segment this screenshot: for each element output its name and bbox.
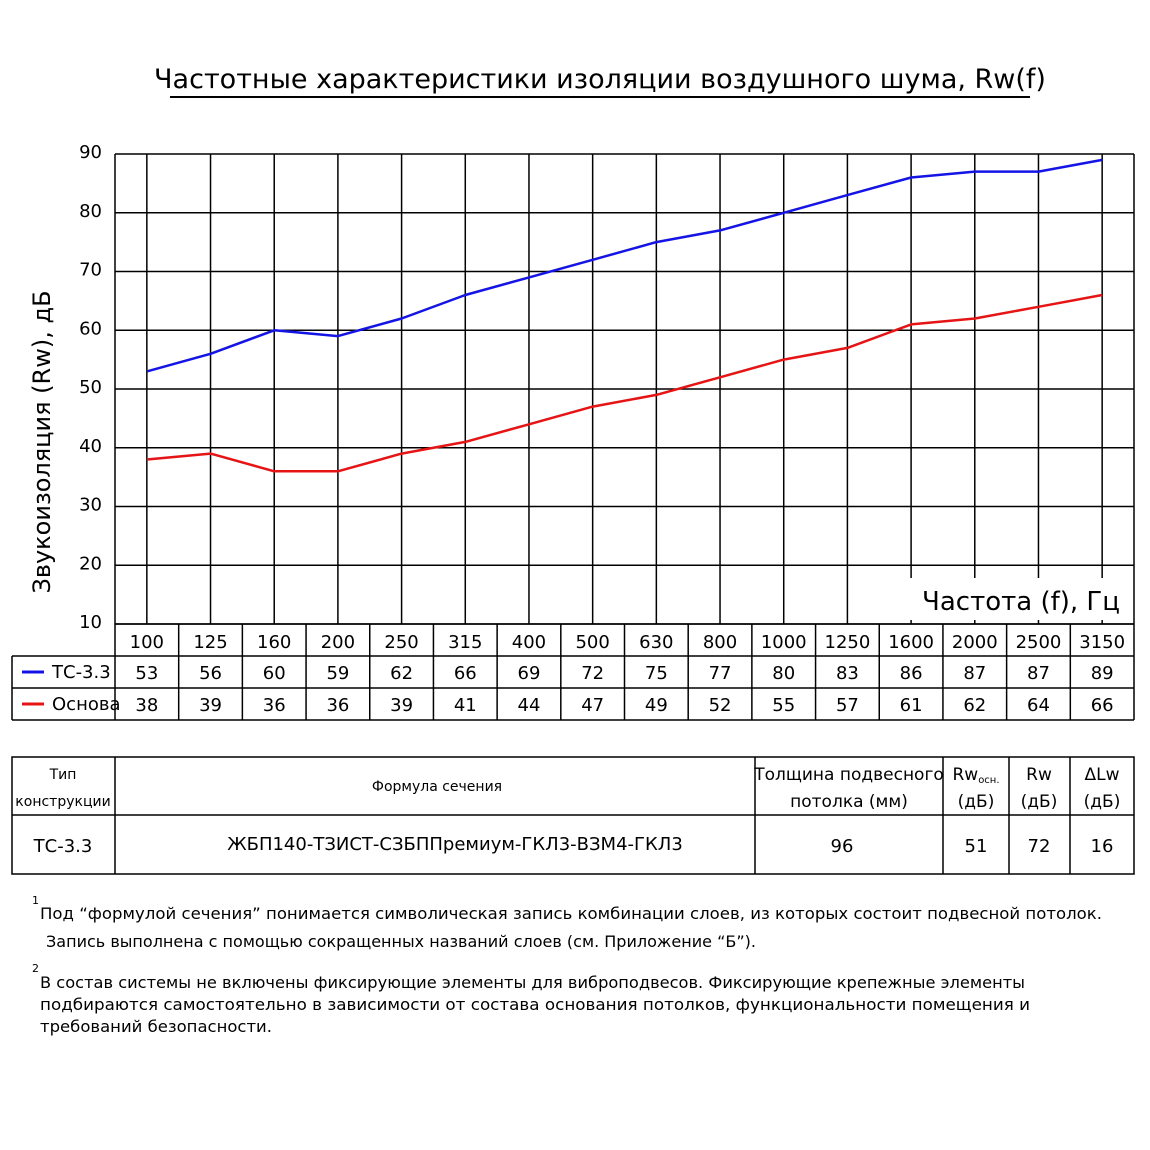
row-rw-base: 51: [965, 836, 988, 857]
x-tick-label: 630: [639, 632, 673, 653]
data-label: 66: [1091, 695, 1114, 716]
spec-table: Тип конструкции Формула сечения Толщина …: [11, 756, 1135, 875]
x-tick-label: 100: [130, 632, 164, 653]
data-label: 53: [135, 663, 158, 684]
data-label: 62: [390, 663, 413, 684]
legend-label-2: Основа: [52, 694, 120, 715]
x-tick-label: 200: [321, 632, 355, 653]
footnotes: 1 Под “формулой сечения” понимается симв…: [32, 894, 1102, 1036]
y-axis-label: Звукоизоляция (Rw), дБ: [28, 290, 56, 593]
data-label: 39: [390, 695, 413, 716]
row-thickness: 96: [831, 836, 854, 857]
data-label: 89: [1091, 663, 1114, 684]
y-tick-label: 70: [79, 260, 102, 281]
y-tick-label: 30: [79, 495, 102, 516]
header-type-line2: конструкции: [15, 794, 110, 810]
header-type-line1: Тип: [49, 767, 77, 783]
y-tick-label: 90: [79, 142, 102, 163]
data-label: 55: [772, 695, 795, 716]
header-thickness-line1: Толщина подвесного: [753, 765, 944, 785]
y-tick-label: 20: [79, 553, 102, 574]
x-tick-label: 125: [193, 632, 227, 653]
footnote-1-mark: 1: [32, 894, 39, 907]
data-label: 47: [581, 695, 604, 716]
grid: [114, 153, 1135, 720]
x-tick-label: 2500: [1016, 632, 1062, 653]
data-label: 77: [709, 663, 732, 684]
data-label: 57: [836, 695, 859, 716]
data-label: 80: [772, 663, 795, 684]
data-label: 75: [645, 663, 668, 684]
footnote-1-line1: Под “формулой сечения” понимается символ…: [40, 904, 1102, 923]
x-tick-label: 400: [512, 632, 546, 653]
data-label: 60: [263, 663, 286, 684]
footnote-1-line2: Запись выполнена с помощью сокращенных н…: [46, 932, 756, 951]
series: [146, 158, 1103, 473]
header-rw-base: Rwосн.: [952, 765, 999, 786]
data-label: 38: [135, 695, 158, 716]
data-label: 52: [709, 695, 732, 716]
y-tick-label: 80: [79, 201, 102, 222]
x-axis-label: Частота (f), Гц: [922, 587, 1120, 617]
x-tick-label: 500: [575, 632, 609, 653]
x-tick-label: 160: [257, 632, 291, 653]
y-tick-labels: 10 20 30 40 50 60 70 80 90: [79, 142, 102, 633]
series-line-1: [146, 158, 1103, 373]
data-label: 87: [1027, 663, 1050, 684]
header-rw-base-unit: (дБ): [958, 792, 995, 812]
y-tick-label: 60: [79, 318, 102, 339]
row-rw: 72: [1028, 836, 1051, 857]
header-rw-unit: (дБ): [1021, 792, 1058, 812]
y-tick-label: 50: [79, 377, 102, 398]
x-axis-label-bg: [910, 578, 1124, 620]
x-tick-label: 315: [448, 632, 482, 653]
data-label: 49: [645, 695, 668, 716]
data-label: 44: [518, 695, 541, 716]
data-label: 64: [1027, 695, 1050, 716]
y-tick-label: 10: [79, 612, 102, 633]
x-tick-label: 800: [703, 632, 737, 653]
row-formula: ЖБП140-ТЗИСТ-СЗБППремиум-ГКЛ3-ВЗМ4-ГКЛ3: [227, 834, 683, 855]
data-label: 41: [454, 695, 477, 716]
footnote-2-line2: подбираются самостоятельно в зависимости…: [40, 995, 1030, 1014]
header-formula: Формула сечения: [372, 779, 502, 795]
header-delta: ΔLw: [1084, 765, 1119, 785]
x-tick-label: 2000: [952, 632, 998, 653]
footnote-2-line1: В состав системы не включены фиксирующие…: [40, 973, 1025, 992]
data-label: 83: [836, 663, 859, 684]
data-label: 87: [963, 663, 986, 684]
data-label: 39: [199, 695, 222, 716]
data-label: 56: [199, 663, 222, 684]
data-table: 100 125 160 200 250 315 400 500 630 800 1000 1250 16…: [11, 623, 1134, 721]
x-tick-label: 1000: [761, 632, 807, 653]
y-tick-label: 40: [79, 436, 102, 457]
data-label: 69: [518, 663, 541, 684]
x-tick-label: 3150: [1079, 632, 1125, 653]
x-tick-label: 1600: [888, 632, 934, 653]
data-label: 36: [263, 695, 286, 716]
series-line-2: [146, 293, 1103, 473]
data-label: 86: [900, 663, 923, 684]
data-label: 72: [581, 663, 604, 684]
footnote-2-mark: 2: [32, 962, 39, 975]
legend-label-1: ТС-3.3: [51, 662, 111, 683]
row-type: ТС-3.3: [33, 836, 93, 857]
data-label: 62: [963, 695, 986, 716]
data-label: 66: [454, 663, 477, 684]
header-thickness-line2: потолка (мм): [790, 792, 908, 812]
chart-title: Частотные характеристики изоляции воздуш…: [154, 64, 1046, 95]
footnote-2-line3: требований безопасности.: [40, 1017, 272, 1036]
data-label: 36: [326, 695, 349, 716]
data-label: 61: [900, 695, 923, 716]
header-rw: Rw: [1026, 765, 1052, 785]
header-delta-unit: (дБ): [1084, 792, 1121, 812]
data-label: 59: [326, 663, 349, 684]
x-tick-label: 250: [384, 632, 418, 653]
x-tick-label: 1250: [825, 632, 871, 653]
row-delta: 16: [1091, 836, 1114, 857]
